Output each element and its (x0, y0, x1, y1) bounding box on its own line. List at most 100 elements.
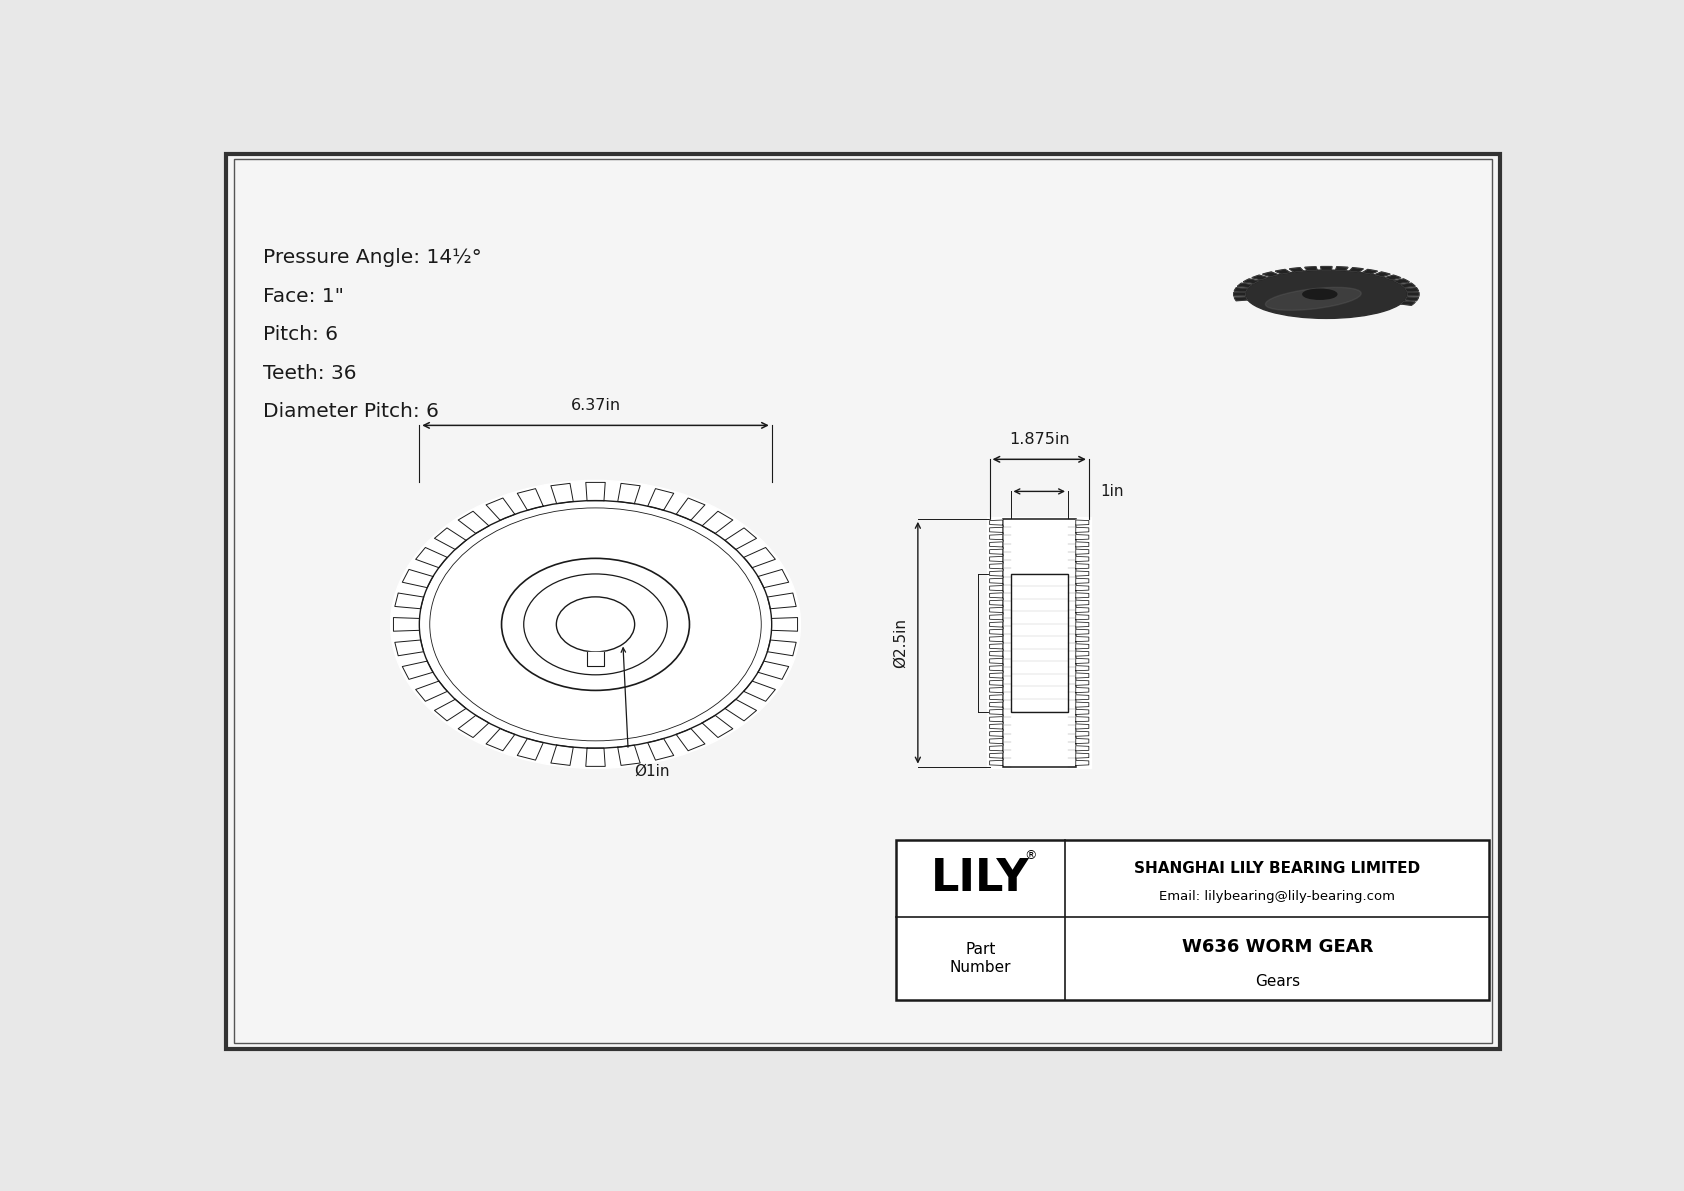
Bar (896, 840, 1490, 1000)
Polygon shape (990, 629, 1002, 635)
Polygon shape (702, 511, 733, 534)
Polygon shape (458, 716, 488, 737)
Polygon shape (990, 738, 1002, 743)
Polygon shape (990, 622, 1002, 628)
Text: Diameter Pitch: 6: Diameter Pitch: 6 (263, 403, 438, 422)
Text: ®: ® (1024, 849, 1037, 862)
Polygon shape (1401, 283, 1415, 287)
Polygon shape (990, 651, 1002, 656)
Polygon shape (1076, 651, 1090, 656)
Polygon shape (1374, 272, 1391, 276)
Bar (1010, 574, 1068, 711)
Bar (1002, 519, 1076, 767)
Polygon shape (677, 498, 706, 520)
Polygon shape (458, 511, 488, 534)
Ellipse shape (1327, 291, 1351, 307)
Polygon shape (990, 600, 1002, 605)
Text: Pitch: 6: Pitch: 6 (263, 325, 338, 344)
Polygon shape (1349, 268, 1364, 272)
Polygon shape (1384, 275, 1401, 280)
Polygon shape (990, 731, 1002, 736)
Text: Face: 1": Face: 1" (263, 287, 344, 306)
Polygon shape (1404, 288, 1418, 292)
Polygon shape (1076, 615, 1090, 619)
Polygon shape (1076, 520, 1090, 525)
Polygon shape (990, 528, 1002, 532)
Polygon shape (990, 644, 1002, 649)
Polygon shape (1404, 297, 1418, 300)
Polygon shape (744, 681, 775, 701)
Polygon shape (1076, 680, 1090, 685)
Polygon shape (990, 579, 1002, 584)
Polygon shape (990, 542, 1002, 547)
Circle shape (391, 480, 800, 768)
Polygon shape (1076, 622, 1090, 628)
Polygon shape (1076, 694, 1090, 700)
Polygon shape (1076, 593, 1090, 598)
Polygon shape (677, 729, 706, 750)
Polygon shape (1076, 753, 1090, 759)
Polygon shape (990, 746, 1002, 750)
Text: Email: lilybearing@lily-bearing.com: Email: lilybearing@lily-bearing.com (1159, 890, 1396, 903)
Polygon shape (990, 549, 1002, 554)
Polygon shape (1076, 535, 1090, 540)
Polygon shape (1076, 570, 1090, 576)
Polygon shape (1076, 644, 1090, 649)
Polygon shape (990, 607, 1002, 612)
Polygon shape (990, 666, 1002, 671)
Polygon shape (1076, 746, 1090, 750)
Polygon shape (1076, 724, 1090, 729)
Polygon shape (1251, 275, 1268, 280)
Polygon shape (394, 593, 424, 609)
Text: 1.875in: 1.875in (1009, 432, 1069, 448)
Polygon shape (702, 716, 733, 737)
Polygon shape (990, 636, 1002, 642)
Polygon shape (487, 498, 515, 520)
Polygon shape (551, 746, 573, 766)
Polygon shape (394, 618, 419, 631)
Text: 1in: 1in (1101, 484, 1125, 499)
Polygon shape (517, 488, 544, 510)
Polygon shape (990, 615, 1002, 619)
Polygon shape (648, 738, 674, 760)
Bar (987, 517, 1091, 768)
Polygon shape (1076, 600, 1090, 605)
Polygon shape (990, 563, 1002, 569)
Bar (586, 651, 605, 666)
Text: Gears: Gears (1255, 973, 1300, 989)
Polygon shape (1076, 687, 1090, 693)
Polygon shape (758, 569, 788, 587)
Polygon shape (990, 701, 1002, 707)
Polygon shape (1076, 563, 1090, 569)
Polygon shape (1362, 269, 1378, 274)
Polygon shape (768, 640, 797, 656)
Polygon shape (1076, 666, 1090, 671)
Polygon shape (487, 729, 515, 750)
Polygon shape (618, 484, 640, 504)
Polygon shape (1076, 673, 1090, 678)
Text: Teeth: 36: Teeth: 36 (263, 364, 357, 384)
Polygon shape (990, 710, 1002, 715)
Polygon shape (1076, 738, 1090, 743)
Polygon shape (1076, 636, 1090, 642)
Text: W636 WORM GEAR: W636 WORM GEAR (1182, 939, 1372, 956)
Polygon shape (1076, 549, 1090, 554)
Polygon shape (1401, 301, 1415, 305)
Polygon shape (1076, 556, 1090, 561)
Polygon shape (394, 640, 424, 656)
Text: LILY: LILY (931, 856, 1029, 900)
Text: Ø2.5in: Ø2.5in (893, 618, 908, 668)
Polygon shape (1076, 659, 1090, 663)
Polygon shape (990, 724, 1002, 729)
Polygon shape (758, 661, 788, 679)
Polygon shape (1263, 272, 1278, 276)
Polygon shape (551, 484, 573, 504)
Polygon shape (990, 680, 1002, 685)
Polygon shape (1076, 607, 1090, 612)
Polygon shape (1320, 267, 1332, 270)
Polygon shape (402, 569, 433, 587)
Polygon shape (1076, 629, 1090, 635)
Polygon shape (990, 659, 1002, 663)
Ellipse shape (1303, 289, 1337, 299)
Polygon shape (1076, 710, 1090, 715)
